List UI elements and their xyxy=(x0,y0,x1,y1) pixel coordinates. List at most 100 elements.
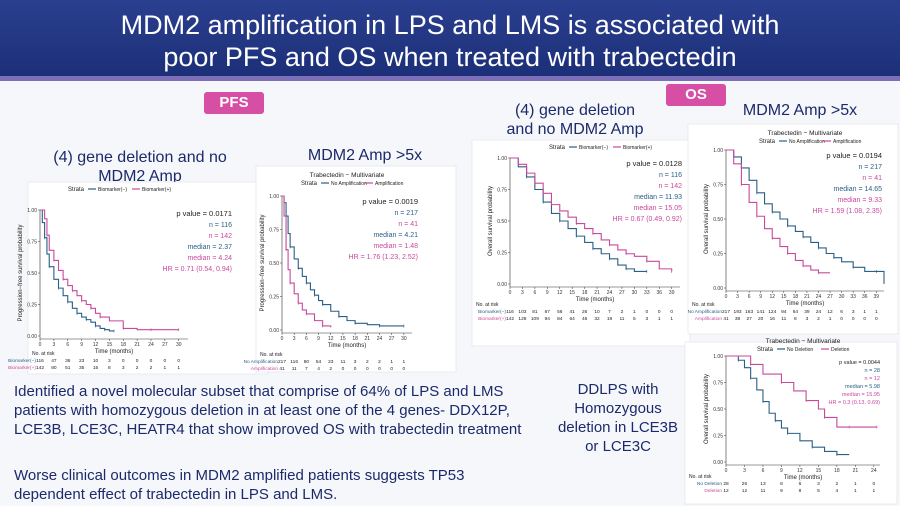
ddlps-xtick-label: 24 xyxy=(871,468,877,474)
pfs_mdm2-panel xyxy=(255,165,457,373)
finding-line2: patients with homozygous deletion in at … xyxy=(14,402,510,419)
os_gene-xtick-label: 27 xyxy=(619,290,625,296)
os_mdm2-risk-row-label: No Amplification xyxy=(688,309,723,315)
os_mdm2-risk-value: 3 xyxy=(806,316,809,322)
pfs_mdm2-risk-value: 2 xyxy=(378,359,381,365)
pfs_gene-risk-value: 2 xyxy=(150,365,153,371)
os_gene-xtick-label: 21 xyxy=(594,290,600,296)
os_mdm2-risk-value: 0 xyxy=(852,316,855,322)
finding-line4: Worse clinical outcomes in MDM2 amplifie… xyxy=(14,467,465,484)
os_mdm2-risk-value: 1 xyxy=(875,309,878,315)
pfs_mdm2-risk-value: 23 xyxy=(328,359,334,365)
os-mdm2-heading: MDM2 Amp >5x xyxy=(742,102,858,119)
os_gene-xtick-label: 12 xyxy=(557,290,563,296)
pfs_mdm2-risk-value: 54 xyxy=(316,359,322,365)
os_mdm2-risk-value: 6 xyxy=(840,309,843,315)
ddlps-line1: DDLPS with xyxy=(577,381,659,398)
os_mdm2-ytick-label: 0.75 xyxy=(713,183,723,189)
pfs_mdm2-risk-value: 1 xyxy=(390,359,393,365)
pfs_mdm2-ytick-label: 0.25 xyxy=(269,295,279,301)
pfs_gene-risk-value: 0 xyxy=(164,358,167,364)
os_gene-risk-row-label: Biomarker(−) xyxy=(478,309,506,315)
os_mdm2-median-positive: median = 9.33 xyxy=(837,197,882,204)
os_gene-n-negative: n = 116 xyxy=(659,172,682,179)
ddlps-risk-value: 11 xyxy=(760,488,765,494)
ddlps-median-positive: median = 15.95 xyxy=(842,392,880,398)
pfs_mdm2-xtick-label: 9 xyxy=(317,336,320,342)
pfs_gene-ytick-label: 1.00 xyxy=(27,208,37,214)
ddlps-risk-value: 5 xyxy=(817,488,820,494)
pfs_gene-risk-value: 80 xyxy=(51,365,57,371)
slide-title-line2: poor PFS and OS when treated with trabec… xyxy=(163,42,737,72)
pfs_mdm2-risk-value: 80 xyxy=(304,359,310,365)
pfs_gene-risk-value: 10 xyxy=(93,358,99,364)
os_mdm2-strata-label: Strata xyxy=(759,139,776,145)
finding-paragraph-2: Worse clinical outcomes in MDM2 amplifie… xyxy=(14,466,574,504)
os_gene-panel xyxy=(471,139,691,347)
ddlps-xtick-label: 6 xyxy=(762,468,765,474)
os_mdm2-risk-value: 24 xyxy=(816,309,822,315)
os_gene-risk-value: 84 xyxy=(557,316,563,322)
os_gene-risk-value: 46 xyxy=(582,316,588,322)
os_gene-risk-title: No. at risk xyxy=(476,302,499,308)
pfs_mdm2-xtick-label: 3 xyxy=(293,336,296,342)
os_gene-legend-entry: Biomarker(+) xyxy=(623,145,652,151)
os_gene-ytick-label: 0.00 xyxy=(497,282,507,288)
os_gene-risk-value: 109 xyxy=(531,316,539,322)
ddlps-line2: Homozygous xyxy=(574,400,662,417)
os_mdm2-risk-value: 38 xyxy=(735,316,741,322)
os_mdm2-xtick-label: 3 xyxy=(736,294,739,300)
pfs_gene-risk-value: 1 xyxy=(177,365,180,371)
pfs_gene-ytick-label: 0.25 xyxy=(27,303,37,309)
os_mdm2-xtick-label: 33 xyxy=(850,294,856,300)
os_gene-xlabel: Time (months) xyxy=(576,297,614,303)
os_gene-risk-value: 7 xyxy=(608,309,611,315)
pfs_mdm2-risk-value: 116 xyxy=(290,359,298,365)
ddlps-risk-value: 2 xyxy=(836,481,839,487)
pfs_mdm2-xtick-label: 21 xyxy=(365,336,371,342)
os_mdm2-ytick-label: 1.00 xyxy=(713,148,723,154)
os_gene-median-positive: median = 15.05 xyxy=(634,205,683,212)
pfs_gene-median-positive: median = 4.24 xyxy=(187,255,232,262)
ddlps-n-negative: n = 28 xyxy=(865,368,880,374)
ddlps-ytick-label: 0.75 xyxy=(713,381,723,387)
pfs_gene-xtick-label: 21 xyxy=(134,342,140,348)
pfs_mdm2-risk-value: 0 xyxy=(366,366,369,372)
os_gene-xtick-label: 36 xyxy=(656,290,662,296)
pfs_gene-risk-value: 116 xyxy=(36,358,44,364)
ddlps-risk-title: No. at risk xyxy=(689,474,712,480)
ddlps-risk-value: 0 xyxy=(873,481,876,487)
os_mdm2-risk-value: 64 xyxy=(793,309,799,315)
os_mdm2-risk-value: 0 xyxy=(875,316,878,322)
os_gene-risk-value: 2 xyxy=(621,309,624,315)
os_gene-xtick-label: 33 xyxy=(644,290,650,296)
pfs_gene-xtick-label: 30 xyxy=(176,342,182,348)
os_mdm2-risk-value: 0 xyxy=(840,316,843,322)
pfs_gene-panel xyxy=(27,181,269,375)
os_mdm2-xtick-label: 12 xyxy=(769,294,775,300)
os_mdm2-ytick-label: 0.00 xyxy=(713,286,723,292)
pfs_mdm2-risk-value: 41 xyxy=(279,366,285,372)
ddlps-risk-value: 1 xyxy=(854,488,857,494)
pfs_mdm2-p-value: p value = 0.0019 xyxy=(362,197,418,206)
pfs_mdm2-risk-value: 4 xyxy=(317,366,320,372)
pfs_gene-n-positive: n = 142 xyxy=(208,233,232,240)
pfs_mdm2-risk-row-label: Amplification xyxy=(251,366,279,372)
ddlps-risk-value: 4 xyxy=(836,488,839,494)
os_gene-risk-value: 11 xyxy=(619,316,624,322)
os_mdm2-xlabel: Time (months) xyxy=(786,301,824,307)
pfs_mdm2-risk-value: 11 xyxy=(292,366,297,372)
ddlps-caption: DDLPS with Homozygous deletion in LCE3B … xyxy=(548,380,688,456)
pfs_gene-xtick-label: 27 xyxy=(162,342,168,348)
os_gene-risk-value: 5 xyxy=(633,316,636,322)
pfs_mdm2-median-positive: median = 1.48 xyxy=(373,243,418,250)
os_gene-xtick-label: 30 xyxy=(632,290,638,296)
ddlps-ytick-label: 0.50 xyxy=(713,407,723,413)
pfs_mdm2-n-negative: n = 217 xyxy=(394,210,418,217)
os_mdm2-p-value: p value = 0.0194 xyxy=(826,151,882,160)
os_mdm2-risk-value: 124 xyxy=(768,309,776,315)
ddlps-ytick-label: 1.00 xyxy=(713,354,723,360)
os-gene-heading-line1: (4) gene deletion xyxy=(514,102,636,119)
pfs_gene-xtick-label: 15 xyxy=(107,342,113,348)
